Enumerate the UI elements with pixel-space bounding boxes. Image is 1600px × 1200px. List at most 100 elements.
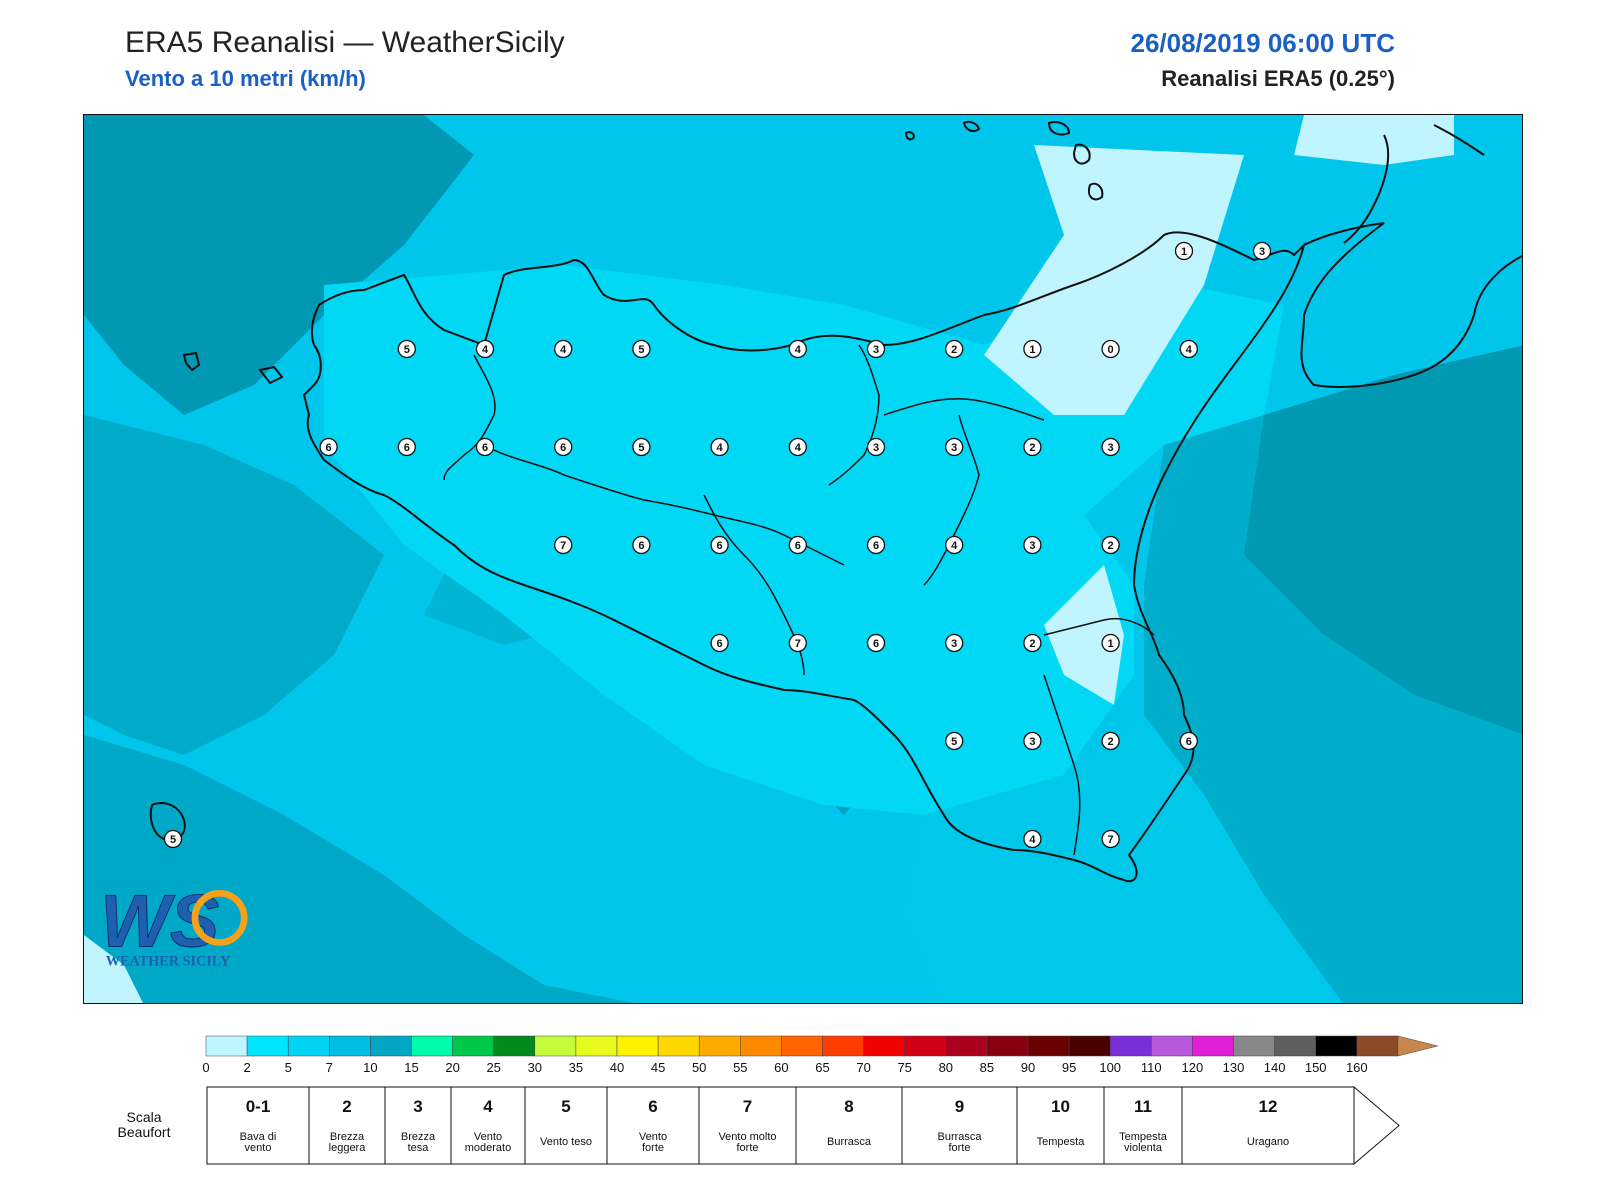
colorbar-tick-label: 85 [980,1060,994,1075]
marker-value: 3 [873,442,879,454]
beaufort-number: 9 [955,1097,964,1116]
beaufort-description: forte [736,1142,758,1154]
marker-value: 2 [1029,442,1035,454]
marker-value: 5 [951,736,957,748]
marker-value: 5 [638,442,644,454]
calm-area-ne [1294,115,1454,165]
marker-value: 6 [404,442,410,454]
beaufort-box [308,1086,386,1165]
marker-circle [554,339,573,359]
beaufort-description: Bava di [240,1131,277,1143]
beaufort-marker: 3 [1252,241,1272,261]
colorbar-tick-label: 2 [243,1060,250,1075]
boundary-catania-siracusa [1043,618,1155,636]
beaufort-marker: 2 [1023,437,1042,457]
marker-circle [866,535,886,555]
beaufort-description: moderato [465,1142,511,1154]
beaufort-number: 5 [561,1097,570,1116]
marker-circle [319,437,338,457]
beaufort-marker: 1 [1174,241,1194,261]
beaufort-marker: 6 [710,535,729,555]
beaufort-description: Brezza [401,1131,436,1143]
colorbar-segment [1233,1035,1275,1057]
colorbar-tick-label: 45 [651,1060,665,1075]
colorbar-tick-label: 7 [326,1060,333,1075]
beaufort-box [1016,1086,1105,1165]
beaufort-arrow [1353,1085,1400,1166]
marker-value: 4 [795,442,802,454]
marker-circle [1023,731,1042,751]
beaufort-description: leggera [329,1142,367,1154]
calm-area-east [1044,565,1124,705]
beaufort-marker: 2 [1023,633,1042,653]
beaufort-number: 0-1 [246,1097,271,1116]
marker-circle [710,437,729,457]
coastlines [149,120,1522,883]
marker-circle [945,731,964,751]
beaufort-description: tesa [408,1142,430,1154]
colorbar-tick-label: 35 [569,1060,583,1075]
marker-circle [866,437,886,457]
beaufort-description: violenta [1124,1142,1163,1154]
beaufort-box [901,1086,1018,1165]
beaufort-marker: 4 [710,437,729,457]
marker-value: 6 [795,540,801,552]
beaufort-box [206,1086,310,1165]
beaufort-marker: 3 [866,339,886,359]
colorbar-tick-label: 140 [1264,1060,1286,1075]
beaufort-description: Vento [639,1131,667,1143]
logo-sun [191,889,248,946]
colorbar-segment [740,1035,782,1057]
weather-sicily-logo: WS WEATHER SICILY [100,880,248,969]
beaufort-box [450,1086,526,1165]
island-salina [1047,121,1071,136]
marker-value: 3 [1029,540,1035,552]
marker-circle [397,339,416,359]
colorbar-tick-labels: 0 2 5 7 10 15 20 25 30 35 40 45 50 55 60 65 70 75 80 85 90 95… [202,1060,1367,1075]
marker-value: 4 [1186,344,1193,356]
beaufort-marker: 5 [632,437,651,457]
marker-circle [632,535,651,555]
colorbar-tick-label: 90 [1021,1060,1035,1075]
colorbar-tick-label: 100 [1099,1060,1121,1075]
colorbar-segment [1356,1035,1399,1057]
beaufort-marker: 2 [1101,535,1120,555]
colorbar-segment [1315,1035,1358,1057]
colorbar-tick-label: 10 [363,1060,377,1075]
colorbar-segment [329,1035,371,1057]
colorbar-segment [1192,1035,1234,1057]
field-sw-mid [84,735,634,1003]
boundary-messina-catania [883,397,1045,421]
colorbar-extend-arrow [1397,1035,1438,1057]
beaufort-marker: 0 [1101,339,1120,359]
marker-circle [788,535,807,555]
marker-circle [1252,241,1272,261]
marker-circle [1101,535,1120,555]
colorbar-segment [411,1035,453,1057]
marker-circle [397,437,416,457]
marker-value: 5 [638,344,644,356]
beaufort-marker: 6 [710,633,729,653]
beaufort-marker: 5 [945,731,964,751]
marker-circle [945,437,964,457]
calm-area-sw-corner [84,935,143,1003]
island-favignana [182,351,201,372]
island-levanzo [258,365,284,385]
wind-field-svg: 5 4 4 5 4 3 2 1 0 4 6 6 6 6 5 4 4 3 3 2 3 7 6 6 6 6 4 3 2 6 7 6 3 2 1 5 3 2 6 4… [84,115,1522,1003]
beaufort-description: Uragano [1247,1136,1289,1148]
colorbar-tick-label: 160 [1346,1060,1368,1075]
beaufort-markers: 5 4 4 5 4 3 2 1 0 4 6 6 6 6 5 4 4 3 3 2 3 7 6 6 6 6 4 3 2 6 7 6 3 2 1 5 3 2 6 4… [163,241,1272,849]
beaufort-description: Brezza [330,1131,365,1143]
beaufort-description: Tempesta [1037,1136,1086,1148]
marker-value: 6 [326,442,332,454]
marker-value: 5 [170,834,176,846]
marker-value: 3 [951,442,957,454]
marker-circle [1101,437,1120,457]
marker-value: 3 [1029,736,1035,748]
beaufort-box [1103,1086,1183,1165]
colorbar-segment [781,1035,823,1057]
field-nw-dark [84,115,474,415]
